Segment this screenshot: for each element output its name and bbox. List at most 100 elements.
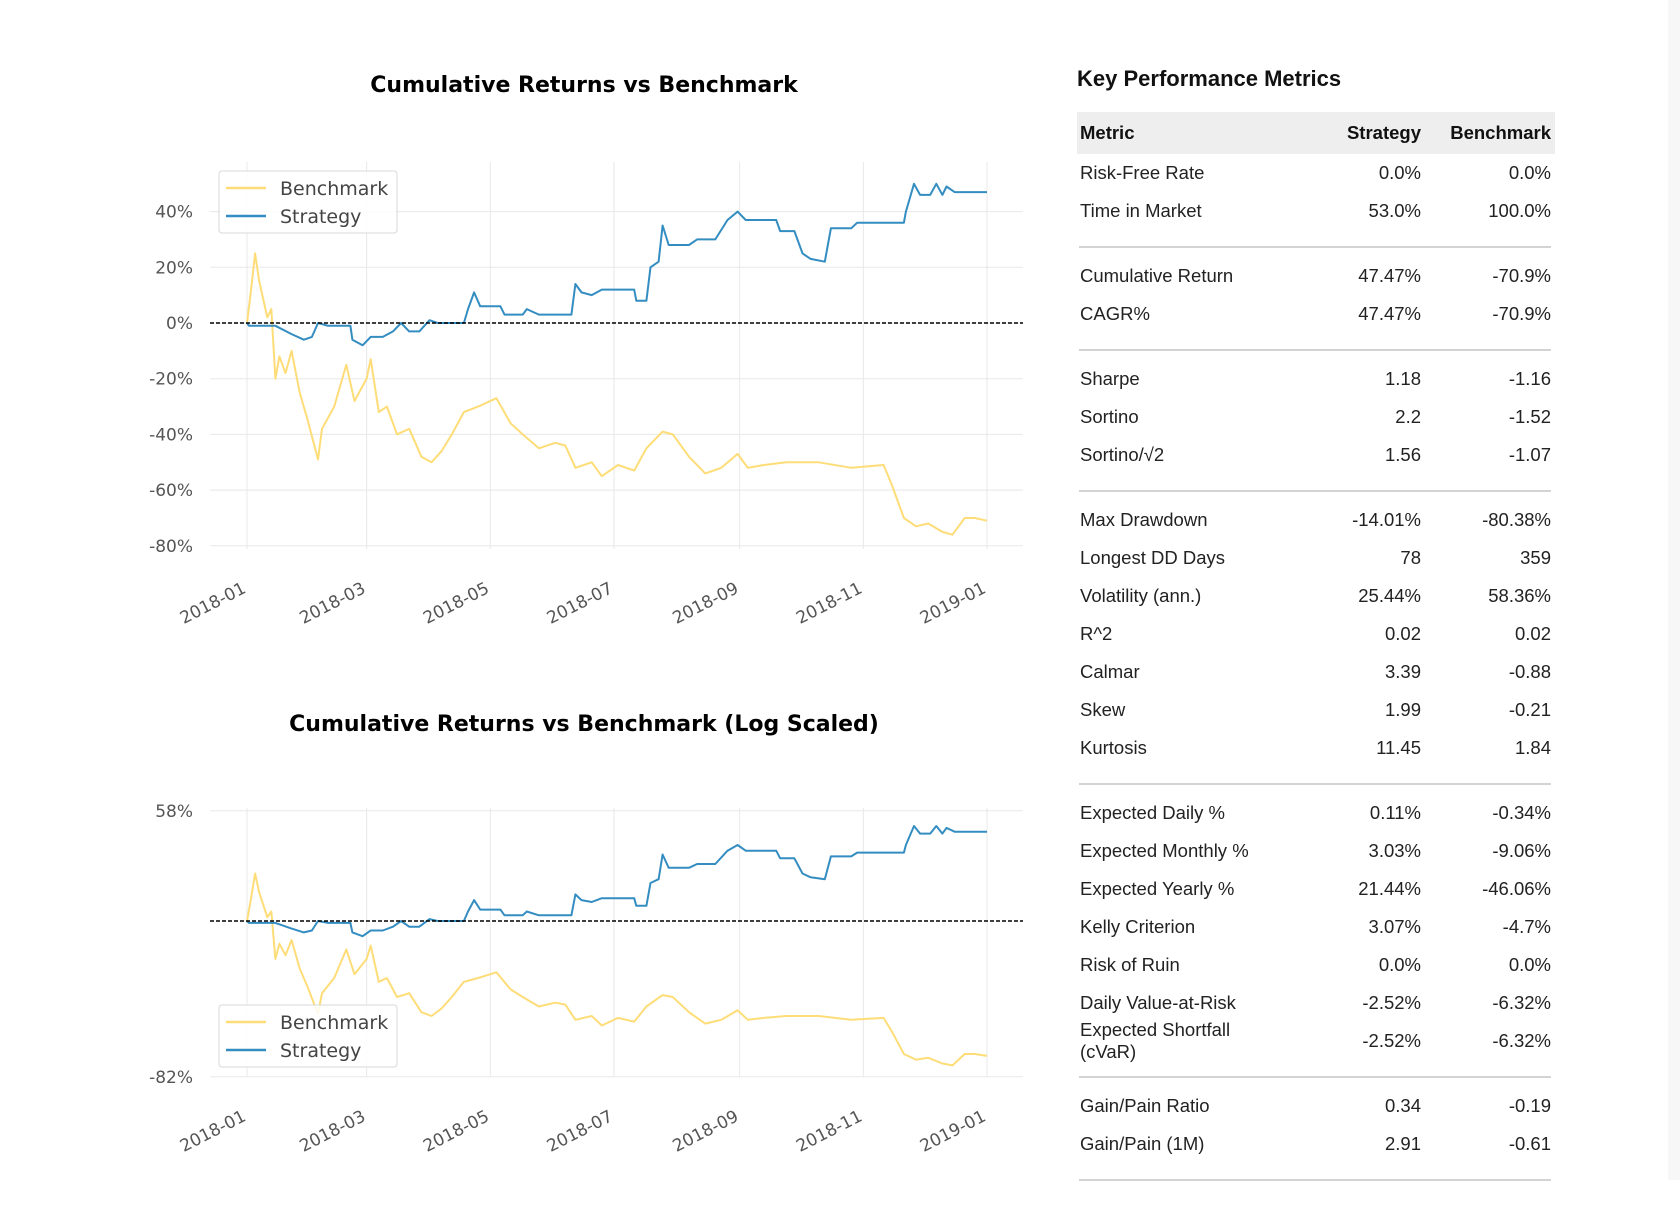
table-row: Calmar 3.39 -0.88 bbox=[1077, 653, 1555, 691]
benchmark-value: -6.32% bbox=[1492, 1030, 1551, 1051]
benchmark-value: -9.06% bbox=[1492, 840, 1551, 861]
benchmark-value: -0.21 bbox=[1508, 699, 1551, 720]
metric-name: Max Drawdown bbox=[1080, 509, 1208, 530]
scrollbar-track[interactable] bbox=[1668, 0, 1680, 1180]
legend: Benchmark Strategy bbox=[218, 170, 398, 234]
y-tick-label: 0% bbox=[166, 314, 193, 334]
strategy-value: 78 bbox=[1400, 547, 1421, 568]
table-row: Expected Monthly % 3.03% -9.06% bbox=[1077, 832, 1555, 870]
benchmark-value: -0.34% bbox=[1492, 802, 1551, 823]
table-row: Time in Market 53.0% 100.0% bbox=[1077, 192, 1555, 230]
strategy-value: 3.07% bbox=[1368, 916, 1421, 937]
table-row: R^2 0.02 0.02 bbox=[1077, 615, 1555, 653]
metric-name: Gain/Pain Ratio bbox=[1080, 1095, 1210, 1116]
legend-label: Benchmark bbox=[280, 178, 388, 200]
metric-name: Sharpe bbox=[1080, 368, 1140, 389]
table-row: Gain/Pain Ratio 0.34 -0.19 bbox=[1077, 1087, 1555, 1125]
legend-label: Benchmark bbox=[280, 1012, 388, 1034]
metric-name: Calmar bbox=[1080, 661, 1140, 682]
strategy-value: 1.56 bbox=[1384, 444, 1421, 465]
metric-name: Time in Market bbox=[1080, 200, 1202, 221]
y-tick-label: 40% bbox=[155, 203, 193, 223]
chart-2: Cumulative Returns vs Benchmark (Log Sca… bbox=[149, 712, 1023, 1157]
benchmark-value: -70.9% bbox=[1492, 265, 1551, 286]
table-header: Metric Strategy Benchmark bbox=[1077, 112, 1555, 154]
table-row: Expected Daily % 0.11% -0.34% bbox=[1077, 794, 1555, 832]
benchmark-value: 58.36% bbox=[1488, 585, 1551, 606]
metric-name: Expected Shortfall (cVaR) bbox=[1080, 1019, 1231, 1062]
strategy-value: 47.47% bbox=[1358, 303, 1421, 324]
table-row: Sharpe 1.18 -1.16 bbox=[1077, 360, 1555, 398]
row-separator bbox=[1077, 333, 1555, 360]
benchmark-value: 0.02 bbox=[1514, 623, 1551, 644]
table-row: Kelly Criterion 3.07% -4.7% bbox=[1077, 908, 1555, 946]
strategy-value-header: Strategy bbox=[1346, 122, 1421, 143]
table-row: Risk of Ruin 0.0% 0.0% bbox=[1077, 946, 1555, 984]
series-line-strategy bbox=[246, 182, 987, 347]
strategy-value: 47.47% bbox=[1358, 265, 1421, 286]
metric-name: Kurtosis bbox=[1080, 737, 1147, 758]
metric-name-header: Metric bbox=[1080, 122, 1135, 143]
benchmark-value: 0.0% bbox=[1508, 162, 1551, 183]
metrics-title: Key Performance Metrics bbox=[1077, 66, 1342, 91]
benchmark-value: 100.0% bbox=[1488, 200, 1551, 221]
metric-name: Longest DD Days bbox=[1080, 547, 1225, 568]
benchmark-value: -0.88 bbox=[1508, 661, 1551, 682]
strategy-value: 1.18 bbox=[1384, 368, 1421, 389]
metric-name: Skew bbox=[1080, 699, 1126, 720]
y-tick-label: -20% bbox=[149, 370, 193, 390]
metric-name: Risk-Free Rate bbox=[1080, 162, 1205, 183]
benchmark-value: -6.32% bbox=[1492, 992, 1551, 1013]
row-separator bbox=[1077, 1163, 1555, 1190]
y-tick-label: 20% bbox=[155, 258, 193, 278]
metric-name: Cumulative Return bbox=[1080, 265, 1234, 286]
legend-box bbox=[218, 170, 398, 234]
y-tick-label: 58% bbox=[155, 802, 193, 822]
series-line-strategy bbox=[246, 825, 987, 938]
metric-name: Volatility (ann.) bbox=[1080, 585, 1202, 606]
table-row: Longest DD Days 78 359 bbox=[1077, 539, 1555, 577]
strategy-value: 0.0% bbox=[1378, 162, 1421, 183]
benchmark-value: -0.19 bbox=[1508, 1095, 1551, 1116]
chart-title: Cumulative Returns vs Benchmark bbox=[370, 73, 799, 98]
metric-name: Expected Monthly % bbox=[1080, 840, 1249, 861]
table-row: Daily Value-at-Risk -2.52% -6.32% bbox=[1077, 984, 1555, 1022]
metric-name: CAGR% bbox=[1080, 303, 1150, 324]
x-tick-label: 2018-07 bbox=[544, 1107, 616, 1157]
benchmark-value: 0.0% bbox=[1508, 954, 1551, 975]
benchmark-value: -70.9% bbox=[1492, 303, 1551, 324]
strategy-value: 53.0% bbox=[1368, 200, 1421, 221]
table-row: Max Drawdown -14.01% -80.38% bbox=[1077, 501, 1555, 539]
metric-name: Sortino bbox=[1080, 406, 1139, 427]
benchmark-value: -80.38% bbox=[1482, 509, 1551, 530]
row-separator bbox=[1077, 230, 1555, 257]
table-row: Sortino/√2 1.56 -1.07 bbox=[1077, 436, 1555, 474]
benchmark-value: -1.52 bbox=[1508, 406, 1551, 427]
table-row: Gain/Pain (1M) 2.91 -0.61 bbox=[1077, 1125, 1555, 1163]
benchmark-value: 359 bbox=[1520, 547, 1551, 568]
strategy-value: -2.52% bbox=[1362, 992, 1421, 1013]
row-separator bbox=[1077, 474, 1555, 501]
strategy-value: 0.11% bbox=[1369, 802, 1421, 823]
strategy-value: 25.44% bbox=[1358, 585, 1421, 606]
x-tick-label: 2018-09 bbox=[670, 1107, 742, 1157]
benchmark-value: 1.84 bbox=[1514, 737, 1551, 758]
strategy-value: -14.01% bbox=[1352, 509, 1421, 530]
strategy-value: 0.34 bbox=[1384, 1095, 1421, 1116]
x-tick-label: 2018-05 bbox=[420, 579, 492, 629]
table-row: Cumulative Return 47.47% -70.9% bbox=[1077, 257, 1555, 295]
metric-name: Daily Value-at-Risk bbox=[1080, 992, 1236, 1013]
metric-name: Sortino/√2 bbox=[1080, 444, 1165, 465]
table-row: Expected Shortfall (cVaR) -2.52% -6.32% bbox=[1077, 1019, 1555, 1062]
strategy-value: 2.2 bbox=[1395, 406, 1421, 427]
table-row: Expected Yearly % 21.44% -46.06% bbox=[1077, 870, 1555, 908]
metric-name: Risk of Ruin bbox=[1080, 954, 1180, 975]
table-row: Risk-Free Rate 0.0% 0.0% bbox=[1077, 154, 1555, 192]
y-tick-label: -40% bbox=[149, 425, 193, 445]
x-tick-label: 2018-01 bbox=[177, 1107, 249, 1157]
legend-box bbox=[218, 1004, 398, 1068]
legend-label: Strategy bbox=[280, 206, 361, 228]
strategy-value: 1.99 bbox=[1384, 699, 1421, 720]
x-tick-label: 2018-11 bbox=[793, 1107, 865, 1157]
